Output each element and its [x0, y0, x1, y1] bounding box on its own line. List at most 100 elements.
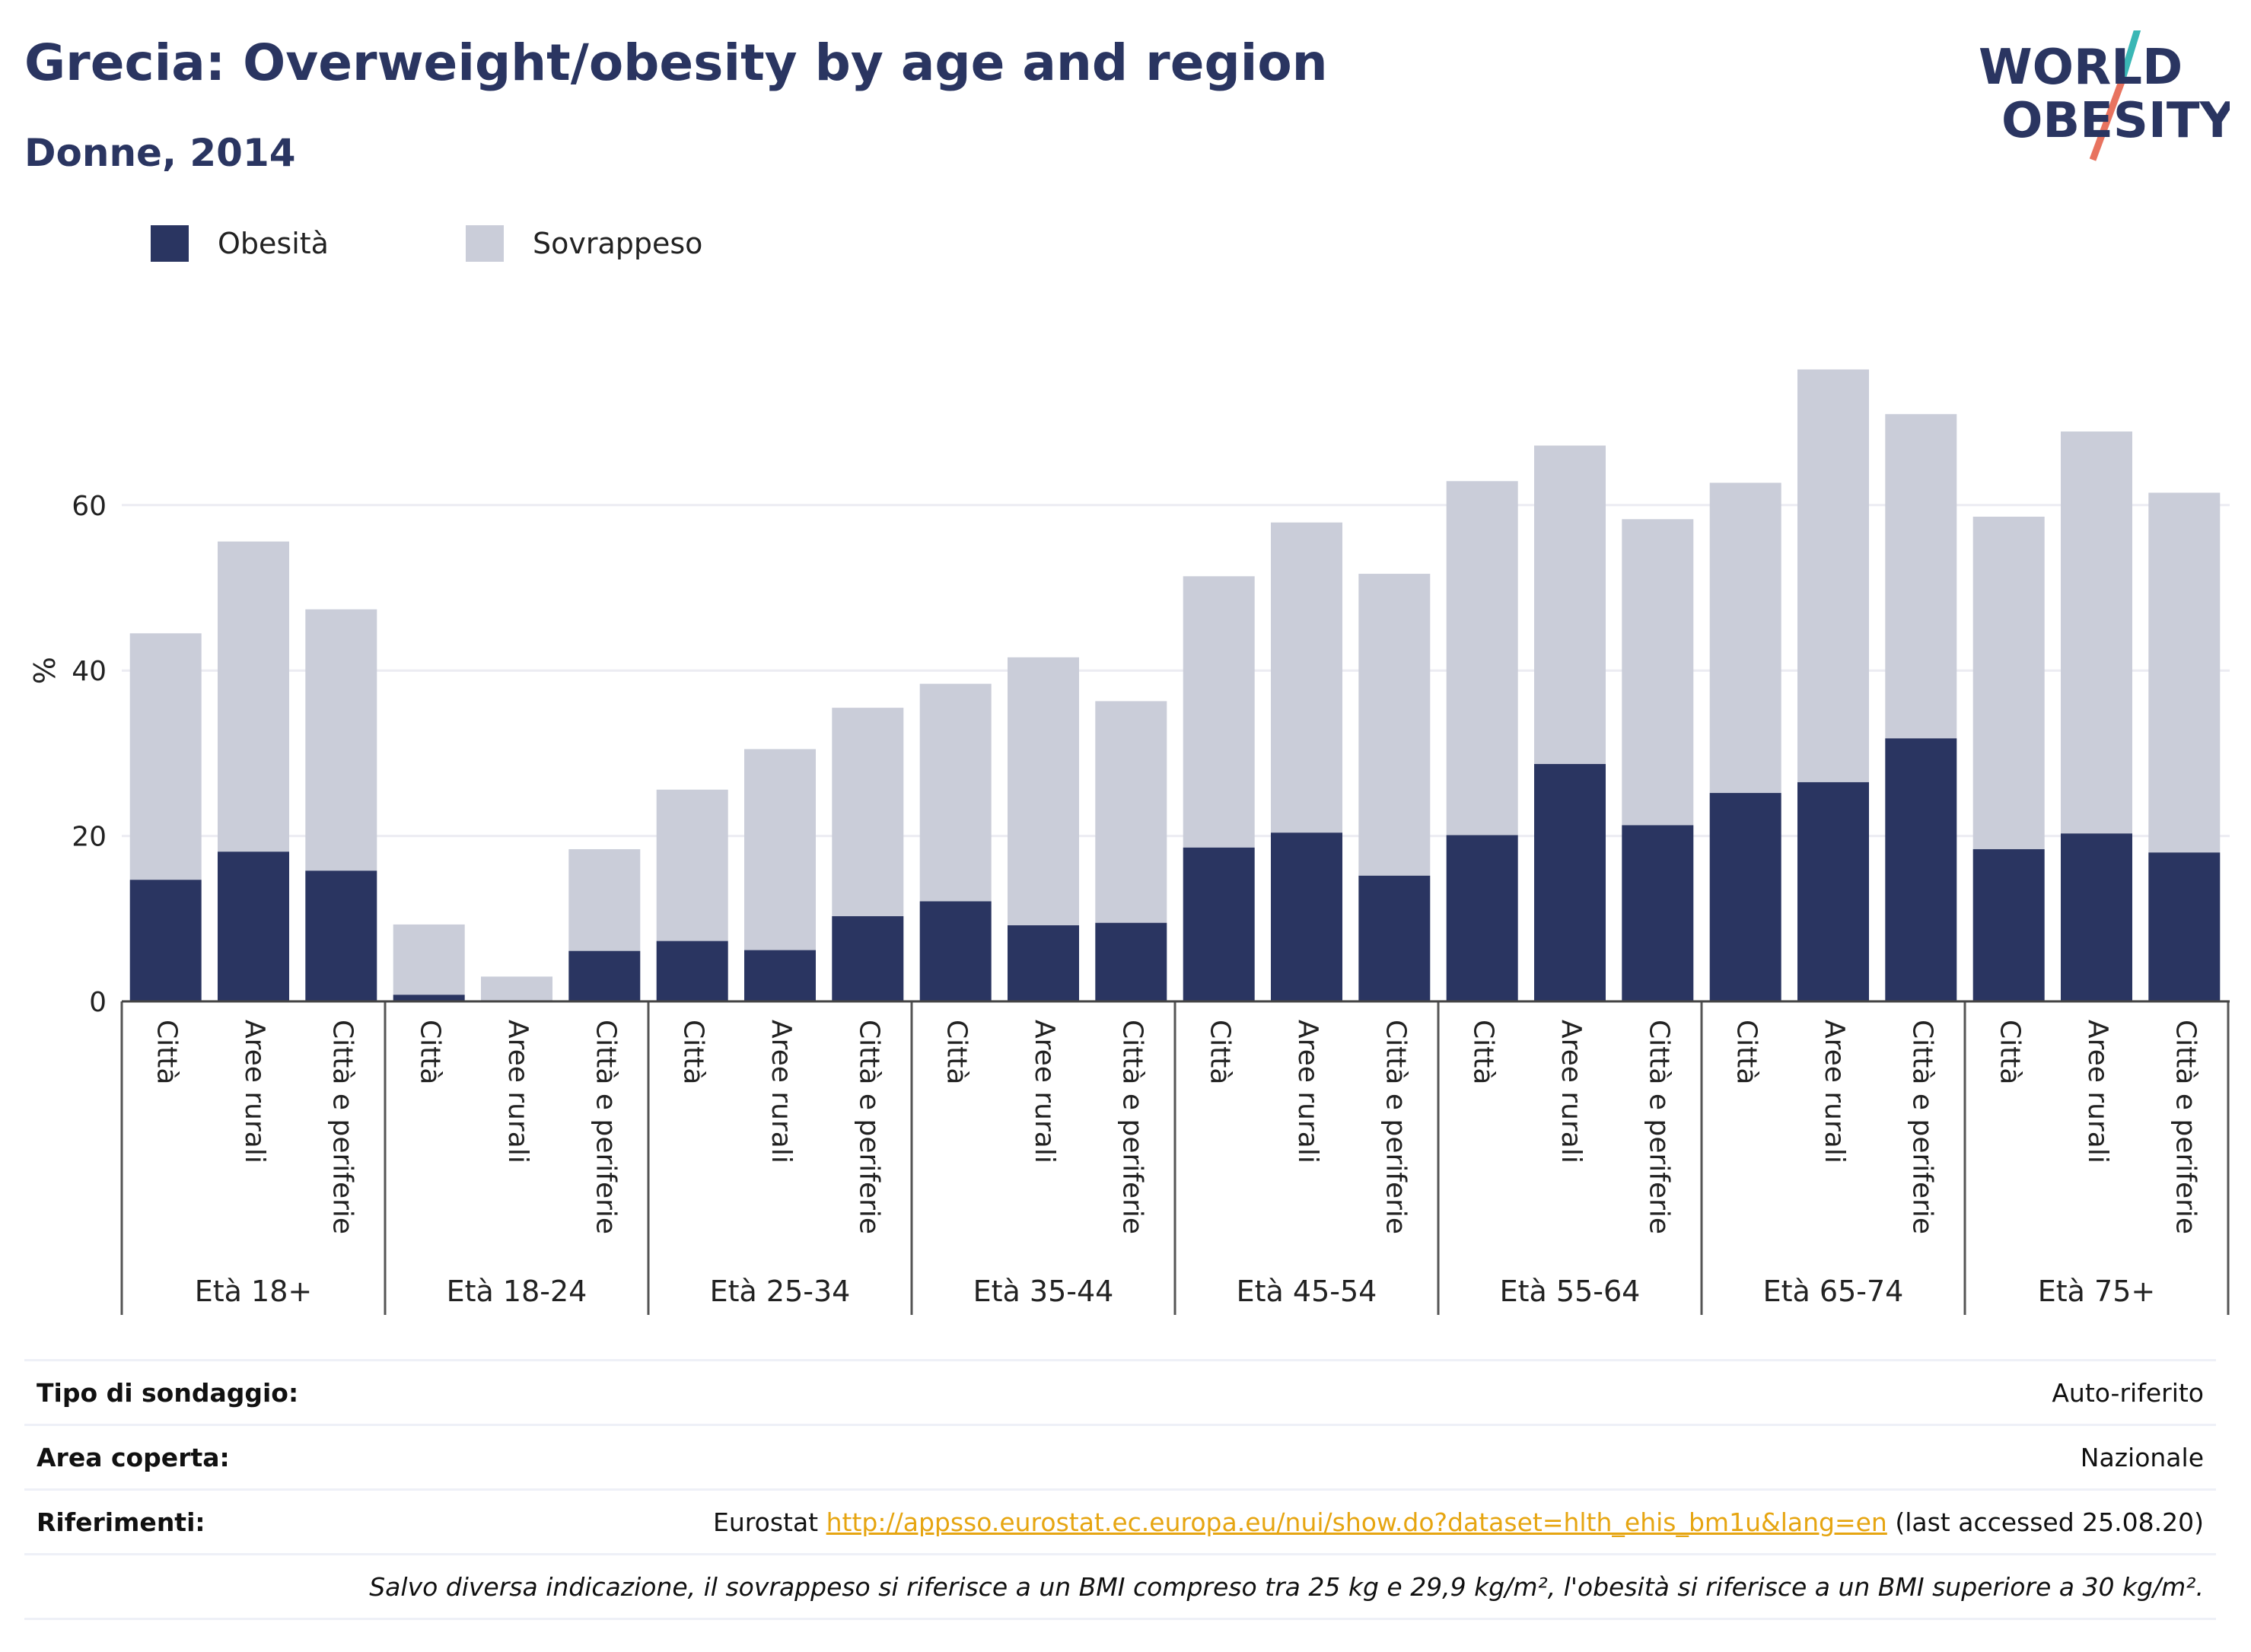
bar-obesity — [1972, 848, 2045, 1001]
area-covered-label: Area coperta: — [37, 1443, 230, 1472]
info-row-references: Riferimenti: Eurostat http://appsso.euro… — [24, 1488, 2216, 1553]
x-group-label: Età 18-24 — [447, 1275, 587, 1308]
world-obesity-logo: WORLD OBESITY — [1979, 30, 2230, 161]
references-value: Eurostat http://appsso.eurostat.ec.europ… — [713, 1507, 2204, 1537]
x-group-label: Età 25-34 — [710, 1275, 851, 1308]
references-source: Eurostat — [713, 1507, 819, 1537]
legend-swatch-overweight — [466, 225, 504, 262]
bar-overweight — [568, 848, 641, 951]
bar-obesity — [1446, 835, 1518, 1001]
bar-obesity — [393, 995, 465, 1001]
x-subcategory-label: Città — [1468, 1020, 1499, 1084]
bar-overweight — [1183, 576, 1255, 848]
bar-obesity — [1095, 922, 1167, 1001]
bar-overweight — [1095, 701, 1167, 923]
x-subcategory-label: Città — [941, 1020, 973, 1084]
y-tick-label: 20 — [72, 822, 107, 853]
bar-overweight — [1797, 369, 1869, 782]
area-covered-value: Nazionale — [2080, 1443, 2204, 1472]
bar-overweight — [656, 789, 728, 941]
chart-title: Grecia: Overweight/obesity by age and re… — [24, 33, 1328, 92]
survey-type-value: Auto-riferito — [2052, 1378, 2204, 1408]
bar-obesity — [832, 916, 904, 1001]
x-subcategory-label: Città e periferie — [1906, 1020, 1937, 1234]
x-group-label: Età 45-54 — [1237, 1275, 1377, 1308]
x-subcategory-label: Aree rurali — [766, 1020, 797, 1163]
bar-overweight — [1972, 517, 2045, 849]
x-group-label: Età 65-74 — [1763, 1275, 1904, 1308]
logo-word-obesity: OBESITY — [2001, 93, 2230, 149]
bar-overweight — [1008, 657, 1079, 925]
bar-overweight — [1709, 482, 1781, 794]
bar-obesity — [919, 901, 992, 1001]
references-link[interactable]: http://appsso.eurostat.ec.europa.eu/nui/… — [826, 1507, 1887, 1537]
definition-note: Salvo diversa indicazione, il sovrappeso… — [369, 1572, 2204, 1602]
bar-overweight — [2148, 492, 2221, 853]
bar-overweight — [1446, 481, 1518, 836]
x-group-label: Età 55-64 — [1500, 1275, 1641, 1308]
y-tick-label: 40 — [72, 656, 107, 687]
bar-overweight — [1358, 574, 1431, 876]
y-tick-label: 0 — [89, 987, 107, 1018]
bar-obesity — [568, 950, 641, 1001]
bar-obesity — [1358, 875, 1431, 1001]
bar-overweight — [305, 609, 377, 871]
x-group-label: Età 35-44 — [973, 1275, 1114, 1308]
x-subcategory-label: Città — [415, 1020, 446, 1084]
y-axis-label: % — [28, 657, 62, 684]
x-subcategory-label: Città — [151, 1020, 183, 1084]
x-subcategory-label: Città e periferie — [1116, 1020, 1148, 1234]
references-accessed: (last accessed 25.08.20) — [1895, 1507, 2204, 1537]
x-subcategory-label: Città e periferie — [853, 1020, 884, 1234]
x-subcategory-label: Aree rurali — [1292, 1020, 1323, 1163]
x-subcategory-label: Aree rurali — [239, 1020, 270, 1163]
x-subcategory-label: Città — [1205, 1020, 1236, 1084]
info-row-area: Area coperta: Nazionale — [24, 1424, 2216, 1488]
bar-obesity — [656, 941, 728, 1001]
x-subcategory-label: Città e periferie — [326, 1020, 358, 1234]
references-label: Riferimenti: — [37, 1507, 205, 1537]
x-subcategory-label: Aree rurali — [1029, 1020, 1060, 1163]
chart-subtitle: Donne, 2014 — [24, 131, 296, 175]
bar-obesity — [218, 851, 289, 1001]
bar-overweight — [1271, 522, 1342, 833]
info-table: Tipo di sondaggio: Auto-riferito Area co… — [24, 1359, 2216, 1620]
legend-label-obesity: Obesità — [218, 227, 329, 260]
bar-overweight — [1885, 414, 1957, 739]
bar-obesity — [1008, 925, 1079, 1001]
bar-obesity — [1622, 825, 1694, 1001]
legend-item-overweight: Sovrappeso — [466, 225, 702, 262]
legend-swatch-obesity — [151, 225, 189, 262]
survey-type-label: Tipo di sondaggio: — [37, 1378, 299, 1408]
logo-word-world: WORLD — [1979, 40, 2183, 96]
bar-overweight — [1622, 519, 1694, 826]
x-subcategory-label: Città e periferie — [1643, 1020, 1674, 1234]
bar-obesity — [1797, 781, 1869, 1001]
x-group-label: Età 18+ — [195, 1275, 312, 1308]
x-subcategory-label: Città — [1995, 1020, 2026, 1084]
bar-obesity — [744, 950, 816, 1001]
bar-obesity — [1534, 764, 1606, 1001]
x-subcategory-label: Città e periferie — [1380, 1020, 1411, 1234]
x-subcategory-label: Città — [1731, 1020, 1762, 1084]
x-subcategory-label: Aree rurali — [2082, 1020, 2113, 1163]
legend-label-overweight: Sovrappeso — [533, 227, 703, 260]
bar-obesity — [1885, 738, 1957, 1001]
bar-obesity — [129, 880, 202, 1001]
bar-overweight — [2061, 431, 2132, 834]
x-group-label: Età 75+ — [2038, 1275, 2155, 1308]
bar-overweight — [481, 976, 552, 1001]
bar-obesity — [1709, 793, 1781, 1001]
info-row-note: Salvo diversa indicazione, il sovrappeso… — [24, 1553, 2216, 1620]
bar-overweight — [218, 541, 289, 852]
bar-overweight — [129, 633, 202, 880]
bar-overweight — [744, 749, 816, 950]
bar-overweight — [393, 924, 465, 995]
x-subcategory-label: Città — [678, 1020, 709, 1084]
info-row-survey: Tipo di sondaggio: Auto-riferito — [24, 1359, 2216, 1424]
stacked-bar-chart: 0 20 40 60% Città Aree rurali Città e periferi… — [28, 369, 2230, 1315]
bar-obesity — [1271, 832, 1342, 1001]
y-tick-label: 60 — [72, 491, 107, 522]
bar-obesity — [2148, 852, 2221, 1001]
bar-obesity — [1183, 847, 1255, 1001]
